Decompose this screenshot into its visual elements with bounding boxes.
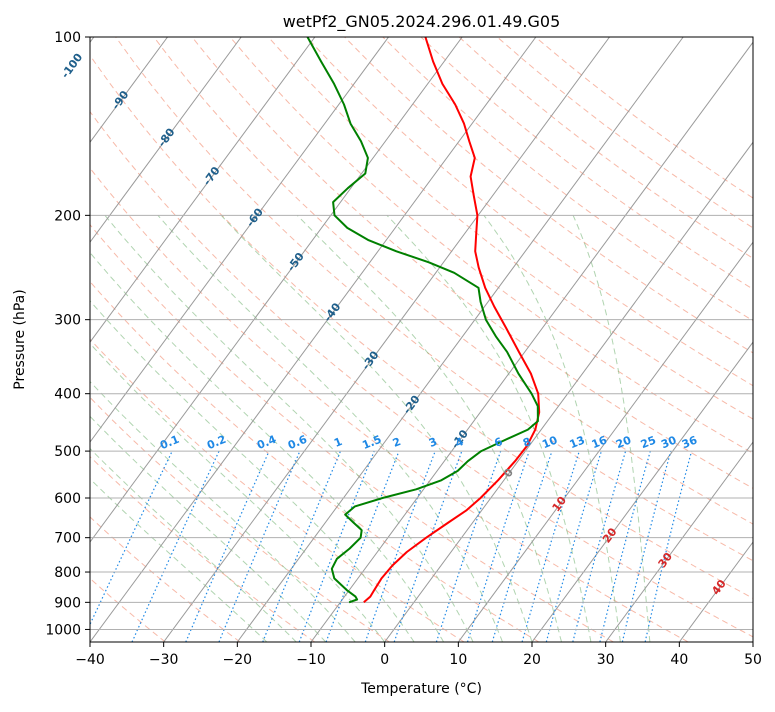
x-tick-label: 0: [380, 652, 389, 668]
y-tick-label: 100: [54, 30, 81, 46]
x-tick-label: 50: [744, 652, 762, 668]
x-tick-label: −40: [75, 652, 105, 668]
y-tick-label: 400: [54, 387, 81, 403]
x-tick-label: 10: [449, 652, 467, 668]
x-tick-label: 20: [523, 652, 541, 668]
y-tick-label: 300: [54, 313, 81, 329]
x-tick-label: −30: [149, 652, 179, 668]
x-tick-label: −20: [223, 652, 253, 668]
y-tick-label: 900: [54, 595, 81, 611]
y-tick-label: 800: [54, 565, 81, 581]
x-axis-label: Temperature (°C): [360, 681, 482, 697]
x-tick-label: 30: [597, 652, 615, 668]
y-tick-label: 200: [54, 208, 81, 224]
y-tick-label: 600: [54, 491, 81, 507]
y-axis-label: Pressure (hPa): [12, 289, 28, 389]
y-tick-label: 700: [54, 531, 81, 547]
y-tick-label: 1000: [45, 622, 81, 638]
x-tick-label: 40: [670, 652, 688, 668]
y-tick-label: 500: [54, 444, 81, 460]
x-tick-label: −10: [296, 652, 326, 668]
chart-title: wetPf2_GN05.2024.296.01.49.G05: [283, 12, 561, 32]
